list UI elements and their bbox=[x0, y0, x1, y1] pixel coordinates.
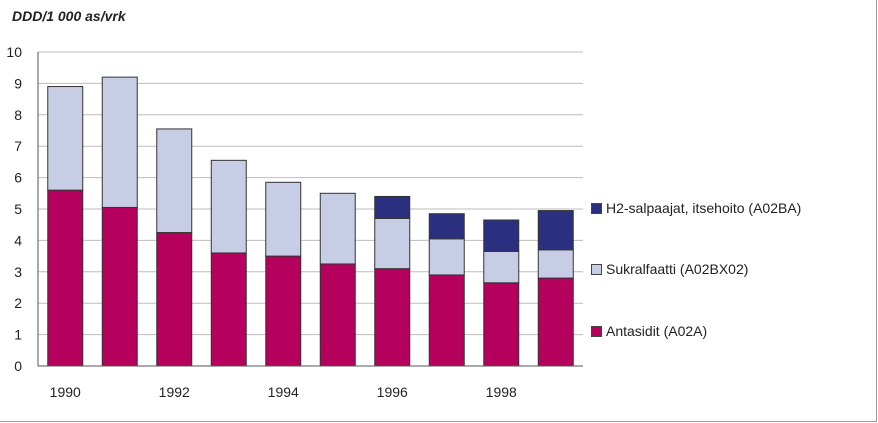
bar-1999-series-1 bbox=[537, 249, 574, 279]
bar-1996-series-1 bbox=[374, 217, 411, 270]
x-tick-label-1990: 1990 bbox=[50, 384, 81, 400]
bar-1997-series-2 bbox=[428, 213, 465, 240]
bar-1998-series-1 bbox=[483, 250, 520, 284]
bar-1998-series-2 bbox=[483, 219, 520, 252]
y-tick-label-3: 3 bbox=[14, 264, 22, 280]
y-tick-label-1: 1 bbox=[14, 327, 22, 343]
bar-1999-series-0 bbox=[537, 277, 574, 367]
y-tick-label-7: 7 bbox=[14, 138, 22, 154]
legend-item: H2-salpaajat, itsehoito (A02BA) bbox=[591, 200, 801, 216]
bars bbox=[47, 76, 574, 367]
bar-1998-series-0 bbox=[483, 282, 520, 367]
bar-1991-series-0 bbox=[101, 206, 138, 367]
y-tick-label-5: 5 bbox=[14, 201, 22, 217]
legend-label: H2-salpaajat, itsehoito (A02BA) bbox=[606, 200, 802, 216]
y-axis-ticks: 0 1 2 3 4 5 6 7 8 9 10 bbox=[6, 44, 22, 374]
x-tick-label-1996: 1996 bbox=[377, 384, 408, 400]
bar-1992-series-1 bbox=[156, 128, 193, 234]
legend-item: Antasidit (A02A) bbox=[591, 323, 707, 339]
legend-swatch bbox=[591, 325, 602, 337]
x-tick-label-1994: 1994 bbox=[268, 384, 299, 400]
legend-label: Antasidit (A02A) bbox=[606, 323, 708, 339]
bar-1995-series-1 bbox=[319, 192, 356, 265]
bar-1995-series-0 bbox=[319, 263, 356, 367]
x-tick-label-1992: 1992 bbox=[159, 384, 190, 400]
stacked-bar-chart: 0 1 2 3 4 5 6 7 8 9 10 1990 1992 1994 1996 1998 bbox=[6, 44, 583, 400]
legend-swatch bbox=[591, 263, 602, 275]
bar-1997-series-0 bbox=[428, 274, 465, 367]
bar-1990-series-0 bbox=[47, 189, 84, 367]
axes bbox=[37, 52, 583, 367]
bar-1996-series-0 bbox=[374, 268, 411, 367]
bar-1994-series-0 bbox=[265, 255, 302, 367]
bar-1999-series-2 bbox=[537, 210, 574, 251]
y-axis-title: DDD/1 000 as/vrk bbox=[12, 8, 126, 24]
bar-1997-series-1 bbox=[428, 238, 465, 276]
y-tick-label-0: 0 bbox=[14, 358, 22, 374]
y-tick-label-2: 2 bbox=[14, 295, 22, 311]
y-tick-label-4: 4 bbox=[14, 232, 22, 248]
bar-1991-series-1 bbox=[101, 76, 138, 208]
legend-item: Sukralfaatti (A02BX02) bbox=[591, 261, 748, 277]
legend: H2-salpaajat, itsehoito (A02BA) Sukralfaa… bbox=[591, 0, 878, 423]
y-tick-label-6: 6 bbox=[14, 170, 22, 186]
bar-1996-series-2 bbox=[374, 195, 411, 219]
legend-swatch bbox=[591, 202, 602, 214]
bar-1993-series-0 bbox=[210, 252, 247, 367]
x-axis-ticks: 1990 1992 1994 1996 1998 bbox=[50, 384, 517, 400]
y-tick-label-9: 9 bbox=[14, 75, 22, 91]
bar-1993-series-1 bbox=[210, 159, 247, 254]
y-tick-label-10: 10 bbox=[6, 44, 22, 60]
legend-label: Sukralfaatti (A02BX02) bbox=[606, 261, 749, 277]
y-tick-label-8: 8 bbox=[14, 107, 22, 123]
bar-1992-series-0 bbox=[156, 232, 193, 367]
x-tick-label-1998: 1998 bbox=[486, 384, 517, 400]
bar-1994-series-1 bbox=[265, 181, 302, 257]
bar-1990-series-1 bbox=[47, 86, 84, 191]
